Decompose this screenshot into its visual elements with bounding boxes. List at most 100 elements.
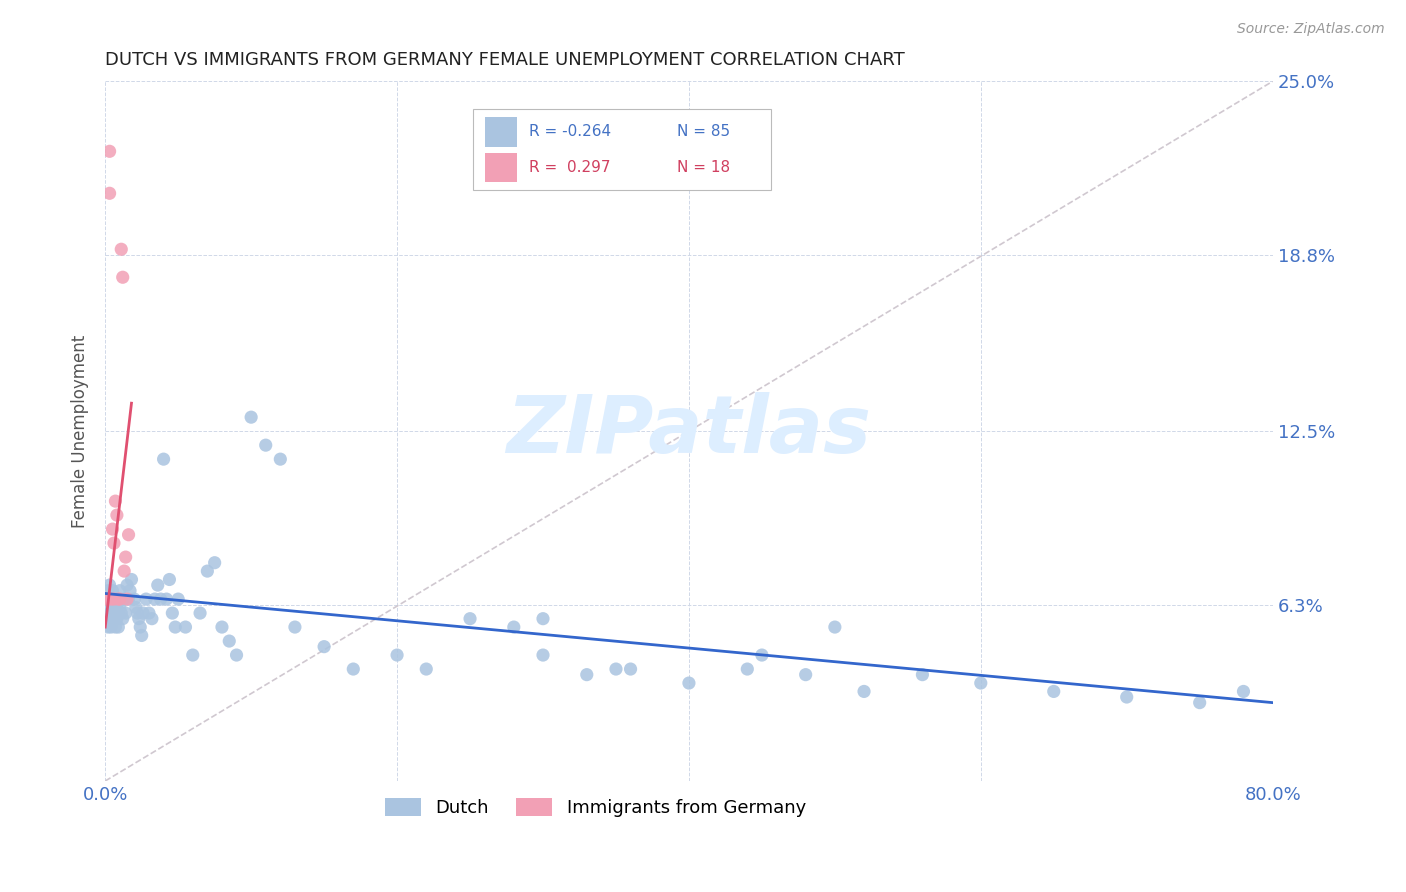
Point	[502, 620, 524, 634]
Point	[1115, 690, 1137, 704]
Point	[181, 648, 204, 662]
Point	[127, 606, 149, 620]
Point	[531, 612, 554, 626]
FancyBboxPatch shape	[472, 110, 770, 190]
Point	[458, 612, 481, 626]
Text: Source: ZipAtlas.com: Source: ZipAtlas.com	[1237, 22, 1385, 37]
Point	[100, 620, 122, 634]
Point	[108, 592, 131, 607]
Point	[970, 676, 993, 690]
Point	[111, 612, 134, 626]
Point	[1188, 696, 1211, 710]
Point	[101, 612, 124, 626]
Point	[97, 620, 120, 634]
Text: ZIPatlas: ZIPatlas	[506, 392, 872, 470]
Point	[108, 600, 131, 615]
Point	[107, 592, 129, 607]
Point	[112, 564, 135, 578]
Point	[103, 536, 125, 550]
Point	[162, 606, 184, 620]
Point	[103, 592, 125, 607]
Point	[143, 592, 166, 607]
Point	[385, 648, 408, 662]
Point	[105, 508, 128, 522]
Point	[157, 573, 180, 587]
Point	[619, 662, 641, 676]
Point	[155, 592, 177, 607]
Point	[101, 598, 124, 612]
Point	[96, 592, 118, 607]
Point	[1232, 684, 1254, 698]
Point	[101, 583, 124, 598]
Point	[104, 606, 127, 620]
Point	[204, 556, 226, 570]
Point	[112, 592, 135, 607]
Point	[107, 592, 129, 607]
Point	[342, 662, 364, 676]
Point	[125, 600, 148, 615]
Point	[98, 612, 121, 626]
Point	[195, 564, 218, 578]
Point	[100, 592, 122, 607]
Point	[284, 620, 307, 634]
Point	[211, 620, 233, 634]
Point	[751, 648, 773, 662]
Point	[103, 592, 125, 607]
Point	[174, 620, 197, 634]
Point	[141, 612, 163, 626]
Point	[118, 583, 141, 598]
Y-axis label: Female Unemployment: Female Unemployment	[72, 334, 89, 528]
Point	[110, 242, 132, 256]
Point	[165, 620, 187, 634]
Point	[824, 620, 846, 634]
Point	[115, 578, 138, 592]
Legend: Dutch, Immigrants from Germany: Dutch, Immigrants from Germany	[378, 790, 813, 824]
Point	[124, 592, 146, 607]
Point	[103, 612, 125, 626]
Text: R =  0.297: R = 0.297	[529, 160, 610, 175]
FancyBboxPatch shape	[485, 153, 517, 182]
Point	[149, 592, 172, 607]
Point	[269, 452, 291, 467]
Point	[104, 620, 127, 634]
Point	[101, 522, 124, 536]
Point	[225, 648, 247, 662]
Point	[575, 667, 598, 681]
Point	[531, 648, 554, 662]
Point	[105, 612, 128, 626]
Point	[188, 606, 211, 620]
Point	[105, 598, 128, 612]
Point	[678, 676, 700, 690]
FancyBboxPatch shape	[485, 117, 517, 146]
Point	[129, 620, 152, 634]
Point	[107, 620, 129, 634]
Point	[605, 662, 627, 676]
Point	[240, 410, 263, 425]
Point	[415, 662, 437, 676]
Point	[110, 606, 132, 620]
Point	[114, 606, 136, 620]
Point	[117, 592, 139, 607]
Point	[1042, 684, 1064, 698]
Point	[138, 606, 160, 620]
Point	[911, 667, 934, 681]
Text: R = -0.264: R = -0.264	[529, 124, 612, 139]
Text: N = 18: N = 18	[678, 160, 730, 175]
Point	[146, 578, 169, 592]
Point	[131, 628, 153, 642]
Point	[117, 527, 139, 541]
Point	[121, 573, 143, 587]
Point	[115, 592, 138, 607]
Point	[218, 634, 240, 648]
Point	[128, 612, 150, 626]
Point	[135, 592, 157, 607]
Point	[100, 606, 122, 620]
Point	[104, 494, 127, 508]
Point	[167, 592, 190, 607]
Point	[98, 600, 121, 615]
Point	[108, 583, 131, 598]
Point	[132, 606, 155, 620]
Point	[97, 583, 120, 598]
Point	[100, 592, 122, 607]
Point	[111, 270, 134, 285]
